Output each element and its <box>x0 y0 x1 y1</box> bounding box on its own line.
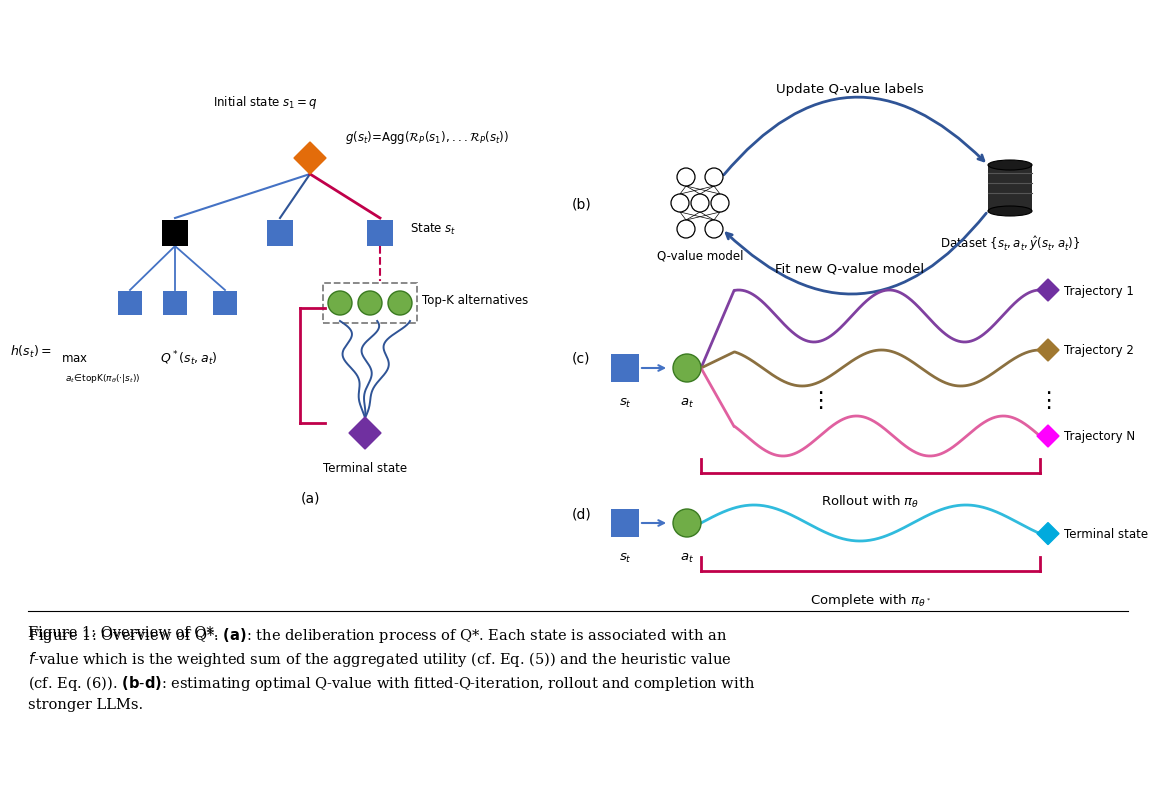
Text: Terminal state: Terminal state <box>323 462 407 475</box>
Polygon shape <box>294 143 326 175</box>
Circle shape <box>705 221 722 238</box>
Ellipse shape <box>988 161 1032 171</box>
Bar <box>162 221 188 247</box>
Bar <box>267 221 292 247</box>
Text: $Q^*(s_t, a_t)$: $Q^*(s_t, a_t)$ <box>160 349 217 368</box>
Ellipse shape <box>988 206 1032 217</box>
Bar <box>118 291 142 316</box>
Text: Trajectory 1: Trajectory 1 <box>1064 284 1134 297</box>
Text: Dataset $\{s_t, a_t, \hat{y}(s_t, a_t)\}$: Dataset $\{s_t, a_t, \hat{y}(s_t, a_t)\}… <box>940 234 1080 253</box>
Text: (cf. Eq. (6)). $\bf{(b\text{-}d)}$: estimating optimal Q-value with fitted-Q-ite: (cf. Eq. (6)). $\bf{(b\text{-}d)}$: esti… <box>28 673 755 692</box>
Circle shape <box>705 169 722 187</box>
Text: Terminal state: Terminal state <box>1064 528 1148 540</box>
Circle shape <box>328 291 351 316</box>
Circle shape <box>673 509 701 537</box>
Circle shape <box>388 291 412 316</box>
Polygon shape <box>1037 523 1059 545</box>
Polygon shape <box>1037 279 1059 302</box>
Text: Top-K alternatives: Top-K alternatives <box>422 294 528 307</box>
Text: $\max$: $\max$ <box>61 352 89 365</box>
Text: Trajectory N: Trajectory N <box>1064 430 1135 443</box>
Text: Figure 1: Overview of Q*.: Figure 1: Overview of Q*. <box>28 626 223 639</box>
Polygon shape <box>1037 340 1059 361</box>
Circle shape <box>358 291 381 316</box>
Text: $a_t$: $a_t$ <box>680 551 694 564</box>
Text: $f$-value which is the weighted sum of the aggregated utility (cf. Eq. (5)) and : $f$-value which is the weighted sum of t… <box>28 649 732 668</box>
Text: Rollout with $\pi_\theta$: Rollout with $\pi_\theta$ <box>821 493 920 509</box>
Text: Q-value model: Q-value model <box>657 249 743 262</box>
Polygon shape <box>1037 426 1059 447</box>
Circle shape <box>677 169 695 187</box>
Text: ⋮: ⋮ <box>809 390 831 410</box>
Text: Update Q-value labels: Update Q-value labels <box>776 83 924 96</box>
Text: (a): (a) <box>301 491 320 505</box>
Text: Complete with $\pi_{\theta^*}$: Complete with $\pi_{\theta^*}$ <box>810 591 931 608</box>
Text: stronger LLMs.: stronger LLMs. <box>28 697 143 711</box>
Bar <box>612 355 639 382</box>
Text: $g(s_t)$=Agg($\mathcal{R}_P(s_1), ...\mathcal{R}_P(s_t))$: $g(s_t)$=Agg($\mathcal{R}_P(s_1), ...\ma… <box>344 129 509 146</box>
Text: $a_t\!\in\!\mathrm{topK}(\pi_\theta(\cdot|s_t))$: $a_t\!\in\!\mathrm{topK}(\pi_\theta(\cdo… <box>65 372 140 385</box>
Circle shape <box>677 221 695 238</box>
Text: State $s_t$: State $s_t$ <box>410 221 457 236</box>
Text: (c): (c) <box>572 352 591 365</box>
Text: $s_t$: $s_t$ <box>618 396 631 409</box>
Text: Figure 1: Overview of Q*. $\bf{(a)}$: the deliberation process of Q*. Each state: Figure 1: Overview of Q*. $\bf{(a)}$: th… <box>28 626 727 644</box>
Bar <box>612 509 639 537</box>
Circle shape <box>691 195 709 213</box>
Text: (b): (b) <box>572 197 592 210</box>
Bar <box>213 291 237 316</box>
Bar <box>366 221 393 247</box>
Polygon shape <box>349 418 381 450</box>
Text: Initial state $s_1 = q$: Initial state $s_1 = q$ <box>213 94 318 111</box>
Text: ⋮: ⋮ <box>1037 390 1059 410</box>
Text: (d): (d) <box>572 507 592 520</box>
Circle shape <box>673 355 701 382</box>
Circle shape <box>670 195 689 213</box>
Text: $h(s_t)=$: $h(s_t)=$ <box>10 343 52 359</box>
Text: $s_t$: $s_t$ <box>618 551 631 564</box>
Bar <box>988 165 1032 212</box>
Text: $a_t$: $a_t$ <box>680 396 694 409</box>
Text: Fit new Q-value model: Fit new Q-value model <box>776 262 925 275</box>
Circle shape <box>711 195 729 213</box>
Bar <box>163 291 187 316</box>
Text: Trajectory 2: Trajectory 2 <box>1064 344 1134 357</box>
